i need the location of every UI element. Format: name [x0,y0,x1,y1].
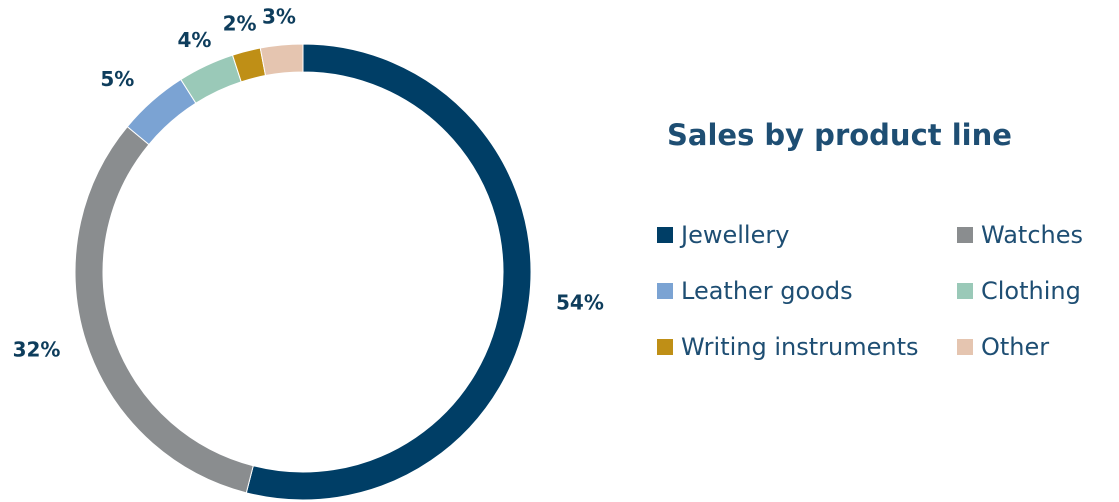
legend-item-leather-goods: Leather goods [657,276,957,306]
legend-item-watches: Watches [957,220,1107,250]
legend-item-other: Other [957,332,1107,362]
legend-label-writing-instruments: Writing instruments [681,333,919,361]
legend-item-clothing: Clothing [957,276,1107,306]
data-label-clothing: 4% [177,28,211,52]
slice-other [259,43,304,77]
data-label-other: 3% [262,5,296,29]
legend-label-jewellery: Jewellery [681,221,790,249]
data-label-jewellery: 54% [556,290,604,314]
data-label-watches: 32% [13,337,61,361]
legend-swatch-watches [957,227,973,243]
slice-watches [74,125,254,494]
legend-item-jewellery: Jewellery [657,220,957,250]
legend-item-writing-instruments: Writing instruments [657,332,957,362]
legend-swatch-jewellery [657,227,673,243]
legend-label-clothing: Clothing [981,277,1081,305]
legend-swatch-leather-goods [657,283,673,299]
legend-label-other: Other [981,333,1050,361]
legend-label-watches: Watches [981,221,1083,249]
slice-jewellery [245,43,532,501]
donut-slices [74,43,532,501]
legend-swatch-clothing [957,283,973,299]
legend: Jewellery Watches Leather goods Clothing… [657,220,1107,362]
legend-swatch-writing-instruments [657,339,673,355]
data-label-leather-goods: 5% [100,67,134,91]
legend-swatch-other [957,339,973,355]
data-labels: 54% 32% 5% 4% 2% 3% [13,5,604,362]
legend-label-leather-goods: Leather goods [681,277,853,305]
data-label-writing-instruments: 2% [223,12,257,36]
slice-leather-goods [126,78,197,146]
chart-title: Sales by product line [667,118,1012,152]
